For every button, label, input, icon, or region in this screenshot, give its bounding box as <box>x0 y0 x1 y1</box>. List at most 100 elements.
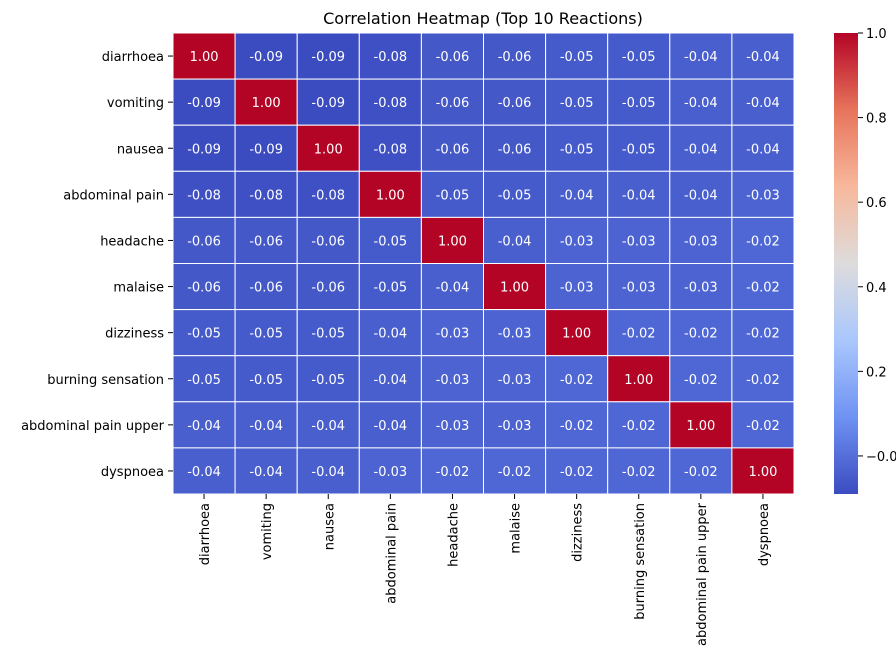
y-tick-label: headache <box>100 234 164 249</box>
heatmap-cell <box>296 216 360 264</box>
cell-value-label: -0.02 <box>684 465 718 480</box>
cell-value-label: -0.03 <box>622 281 656 296</box>
cell-value-label: -0.03 <box>684 281 718 296</box>
heatmap-cell <box>358 263 422 311</box>
heatmap-cell <box>420 263 484 311</box>
cell-value-label: 1.00 <box>624 373 653 388</box>
cell-value-label: -0.05 <box>249 373 283 388</box>
cell-value-label: -0.04 <box>684 142 718 157</box>
heatmap-cell <box>358 401 422 449</box>
cell-value-label: -0.04 <box>374 327 408 342</box>
cell-value-label: 1.00 <box>438 234 467 249</box>
heatmap-cell <box>296 401 360 449</box>
cell-value-label: -0.03 <box>498 327 532 342</box>
cell-value-label: 1.00 <box>562 327 591 342</box>
cell-value-label: -0.09 <box>187 142 221 157</box>
heatmap-cell <box>731 32 795 80</box>
cell-value-label: -0.05 <box>560 96 594 111</box>
cell-value-label: -0.05 <box>374 234 408 249</box>
y-tick-label: vomiting <box>107 96 164 111</box>
y-tick-label: abdominal pain upper <box>21 419 165 434</box>
heatmap-cell <box>172 124 236 172</box>
heatmap-cell <box>483 170 547 218</box>
cell-value-label: -0.08 <box>374 142 408 157</box>
heatmap-cell <box>669 309 733 357</box>
heatmap-cell <box>296 355 360 403</box>
heatmap-cell <box>731 355 795 403</box>
heatmap-cell <box>545 170 609 218</box>
heatmap-cell <box>545 124 609 172</box>
heatmap-cell <box>358 309 422 357</box>
heatmap-cell <box>420 355 484 403</box>
y-tick-label: malaise <box>113 281 164 296</box>
y-tick-label: dizziness <box>105 327 164 342</box>
cell-value-label: -0.06 <box>311 234 345 249</box>
heatmap-cell <box>545 447 609 495</box>
heatmap-cell <box>669 170 733 218</box>
heatmap-cell <box>234 401 298 449</box>
cell-value-label: -0.03 <box>436 327 470 342</box>
heatmap-cell <box>731 309 795 357</box>
cell-value-label: -0.04 <box>622 188 656 203</box>
cell-value-label: -0.08 <box>374 96 408 111</box>
cell-value-label: 1.00 <box>748 465 777 480</box>
cell-value-label: -0.05 <box>436 188 470 203</box>
cell-value-label: -0.02 <box>746 281 780 296</box>
cell-value-label: -0.02 <box>746 373 780 388</box>
cell-value-label: -0.06 <box>187 281 221 296</box>
cell-value-label: -0.05 <box>560 142 594 157</box>
x-tick-label: dyspnoea <box>757 503 772 566</box>
colorbar-tick-label: 0.4 <box>866 281 887 296</box>
x-tick-label: dizziness <box>571 503 586 562</box>
x-tick-label: nausea <box>322 503 337 550</box>
cell-value-label: -0.02 <box>622 419 656 434</box>
cell-value-label: -0.06 <box>498 96 532 111</box>
cell-value-label: -0.03 <box>684 234 718 249</box>
colorbar-tick-label: 0.6 <box>866 196 887 211</box>
heatmap-cell <box>669 216 733 264</box>
heatmap-cell <box>545 401 609 449</box>
cell-value-label: -0.06 <box>498 142 532 157</box>
heatmap-cell <box>669 263 733 311</box>
cell-value-label: -0.06 <box>249 234 283 249</box>
heatmap-cell <box>420 447 484 495</box>
cell-value-label: -0.06 <box>498 50 532 65</box>
y-tick-labels: diarrhoea vomiting nausea abdominal pain hea… <box>21 50 173 480</box>
cell-value-label: -0.04 <box>560 188 594 203</box>
cell-value-label: -0.04 <box>746 142 780 157</box>
heatmap-cells: 1.00 -0.09 -0.09 -0.08 -0.06 -0.06 -0.05 -0.05 -… <box>172 32 795 495</box>
heatmap-cell <box>234 78 298 126</box>
cell-value-label: -0.03 <box>746 188 780 203</box>
heatmap-cell <box>483 309 547 357</box>
cell-value-label: -0.09 <box>249 142 283 157</box>
y-tick-label: burning sensation <box>47 373 164 388</box>
cell-value-label: -0.06 <box>436 50 470 65</box>
cell-value-label: -0.02 <box>560 419 594 434</box>
cell-value-label: -0.05 <box>498 188 532 203</box>
cell-value-label: -0.04 <box>187 419 221 434</box>
cell-value-label: -0.06 <box>249 281 283 296</box>
x-tick-label: burning sensation <box>633 503 648 620</box>
cell-value-label: -0.04 <box>249 419 283 434</box>
cell-value-label: -0.02 <box>746 327 780 342</box>
cell-value-label: -0.03 <box>436 373 470 388</box>
cell-value-label: -0.04 <box>249 465 283 480</box>
heatmap-cell <box>234 355 298 403</box>
heatmap-cell <box>420 216 484 264</box>
cell-value-label: -0.09 <box>311 96 345 111</box>
heatmap-cell <box>669 355 733 403</box>
cell-value-label: -0.08 <box>374 50 408 65</box>
colorbar-tick-label: 0.8 <box>866 112 887 127</box>
cell-value-label: -0.03 <box>436 419 470 434</box>
heatmap-cell <box>607 78 671 126</box>
heatmap-cell <box>358 78 422 126</box>
cell-value-label: -0.02 <box>684 327 718 342</box>
cell-value-label: -0.05 <box>374 281 408 296</box>
cell-value-label: 1.00 <box>686 419 715 434</box>
cell-value-label: -0.03 <box>560 281 594 296</box>
cell-value-label: -0.03 <box>498 373 532 388</box>
cell-value-label: 1.00 <box>314 142 343 157</box>
cell-value-label: -0.02 <box>746 234 780 249</box>
heatmap-cell <box>234 32 298 80</box>
